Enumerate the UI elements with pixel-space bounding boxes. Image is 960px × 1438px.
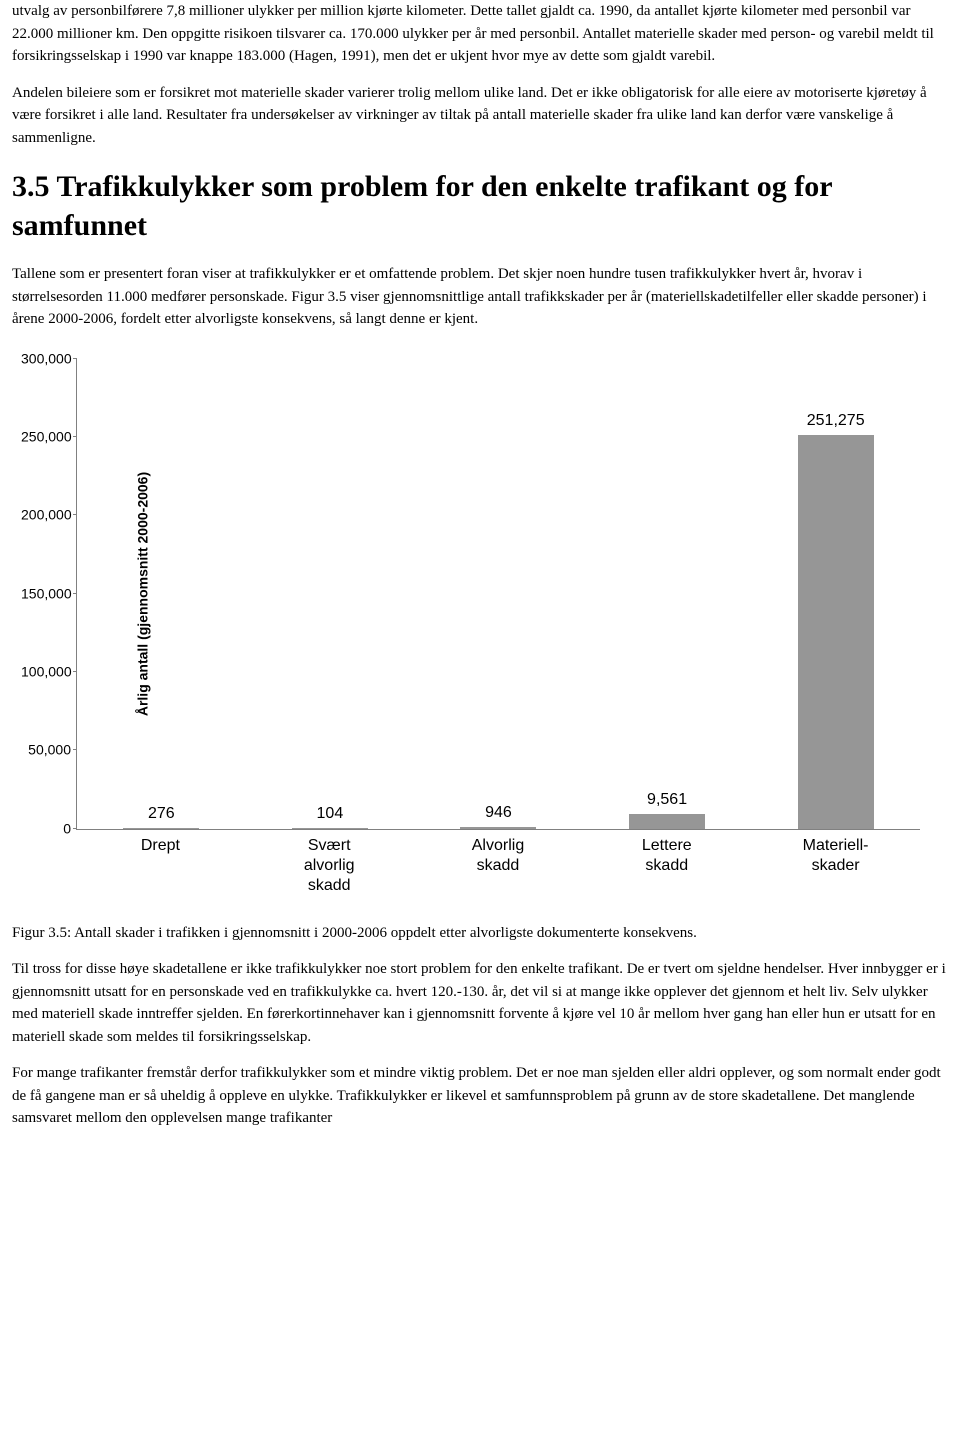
chart-bar	[292, 828, 368, 829]
section-heading: 3.5 Trafikkulykker som problem for den e…	[12, 167, 948, 245]
chart-bar-group: 104	[262, 802, 397, 829]
chart-y-tick-label: 150,000	[21, 583, 71, 604]
chart-bar-value-label: 946	[485, 801, 512, 825]
figure-caption: Figur 3.5: Antall skader i trafikken i g…	[12, 922, 948, 945]
chart-bar-group: 251,275	[768, 409, 903, 829]
chart-x-tick-label: Lettereskadd	[599, 836, 734, 896]
body-paragraph: utvalg av personbilførere 7,8 millioner …	[12, 0, 948, 68]
chart-bar-group: 9,561	[600, 788, 735, 829]
chart-y-tick-mark	[73, 749, 77, 750]
chart-x-tick-label: Drept	[93, 836, 228, 896]
chart-y-tick-mark	[73, 593, 77, 594]
body-paragraph: Tallene som er presentert foran viser at…	[12, 263, 948, 331]
chart-bar	[123, 828, 199, 829]
chart-y-tick-mark	[73, 828, 77, 829]
chart-y-tick-mark	[73, 358, 77, 359]
chart-x-tick-label: Sværtalvorligskadd	[262, 836, 397, 896]
chart-y-tick-label: 50,000	[21, 740, 71, 761]
chart-bar	[798, 435, 874, 829]
chart-bar-value-label: 251,275	[807, 409, 865, 433]
chart-x-tick-label: Materiell-skader	[768, 836, 903, 896]
chart-bar-value-label: 276	[148, 802, 175, 826]
chart-bar-value-label: 9,561	[647, 788, 687, 812]
chart-y-tick-label: 200,000	[21, 505, 71, 526]
chart-y-tick-label: 0	[21, 818, 71, 839]
chart-y-tick-mark	[73, 671, 77, 672]
chart-y-tick-label: 250,000	[21, 426, 71, 447]
body-paragraph: Til tross for disse høye skadetallene er…	[12, 958, 948, 1048]
chart-x-tick-label: Alvorligskadd	[430, 836, 565, 896]
body-paragraph: Andelen bileiere som er forsikret mot ma…	[12, 82, 948, 150]
chart-y-tick-mark	[73, 436, 77, 437]
bar-chart: Årlig antall (gjennomsnitt 2000-2006) 27…	[12, 351, 948, 904]
body-paragraph: For mange trafikanter fremstår derfor tr…	[12, 1062, 948, 1130]
chart-bar	[629, 814, 705, 829]
chart-y-tick-mark	[73, 514, 77, 515]
chart-bar-value-label: 104	[317, 802, 344, 826]
chart-y-tick-label: 300,000	[21, 348, 71, 369]
chart-bar-group: 946	[431, 801, 566, 828]
chart-bar	[460, 827, 536, 828]
chart-y-tick-label: 100,000	[21, 661, 71, 682]
chart-bar-group: 276	[94, 802, 229, 829]
